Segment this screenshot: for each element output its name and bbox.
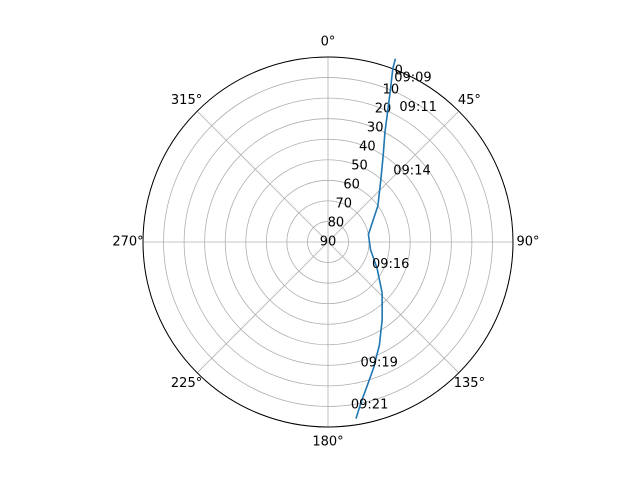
radial-tick-label: 90 — [320, 235, 337, 250]
theta-tick-label: 0° — [321, 35, 336, 50]
theta-tick-label: 270° — [112, 235, 143, 250]
angular-gridline — [196, 241, 329, 374]
series-layer — [355, 58, 397, 419]
theta-tick-label: 225° — [171, 376, 202, 391]
annotations: 09:09 09:11 09:14 09:16 09:19 09:21 — [351, 71, 437, 413]
angular-gridline — [327, 110, 460, 243]
time-annotation: 09:11 — [399, 100, 436, 115]
angular-gridline — [196, 110, 329, 243]
radial-tick-label: 0 — [395, 64, 403, 79]
theta-tick-label: 180° — [312, 435, 343, 450]
time-annotation: 09:16 — [372, 257, 409, 272]
polar-frame — [142, 56, 514, 428]
theta-tick-labels: 0° 45° 90° 135° 180° 225° 270° 315° — [112, 35, 539, 450]
radial-tick-label: 70 — [335, 197, 352, 212]
radial-tick-label: 40 — [359, 140, 376, 155]
theta-tick-label: 45° — [458, 93, 481, 108]
angular-gridline — [327, 241, 460, 374]
theta-tick-label: 135° — [454, 376, 485, 391]
time-annotation: 09:09 — [394, 71, 431, 86]
time-annotation: 09:14 — [393, 163, 430, 178]
time-annotation: 09:21 — [351, 397, 388, 412]
radial-tick-label: 60 — [343, 178, 360, 193]
series-line — [355, 58, 397, 419]
theta-tick-label: 90° — [516, 235, 539, 250]
radial-tick-label: 50 — [351, 159, 368, 174]
theta-tick-label: 315° — [171, 93, 202, 108]
time-annotation: 09:19 — [360, 356, 397, 371]
radial-tick-label: 80 — [328, 216, 345, 231]
radial-tick-label: 30 — [367, 121, 384, 136]
